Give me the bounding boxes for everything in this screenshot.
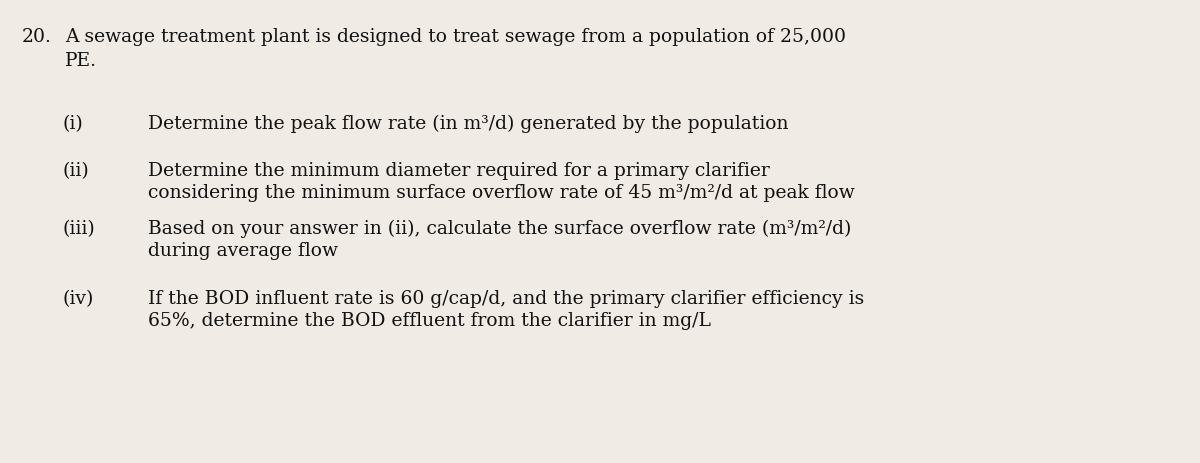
Text: If the BOD influent rate is 60 g/cap/d, and the primary clarifier efficiency is: If the BOD influent rate is 60 g/cap/d, … — [148, 289, 864, 307]
Text: Determine the minimum diameter required for a primary clarifier: Determine the minimum diameter required … — [148, 162, 769, 180]
Text: (i): (i) — [62, 115, 83, 133]
Text: 65%, determine the BOD effluent from the clarifier in mg/L: 65%, determine the BOD effluent from the… — [148, 311, 710, 329]
Text: during average flow: during average flow — [148, 242, 338, 259]
Text: considering the minimum surface overflow rate of 45 m³/m²/d at peak flow: considering the minimum surface overflow… — [148, 184, 854, 201]
Text: A sewage treatment plant is designed to treat sewage from a population of 25,000: A sewage treatment plant is designed to … — [65, 28, 846, 46]
Text: (ii): (ii) — [62, 162, 89, 180]
Text: 20.: 20. — [22, 28, 52, 46]
Text: Determine the peak flow rate (in m³/d) generated by the population: Determine the peak flow rate (in m³/d) g… — [148, 115, 788, 133]
Text: (iii): (iii) — [62, 219, 95, 238]
Text: Based on your answer in (ii), calculate the surface overflow rate (m³/m²/d): Based on your answer in (ii), calculate … — [148, 219, 851, 238]
Text: (iv): (iv) — [62, 289, 94, 307]
Text: PE.: PE. — [65, 52, 97, 70]
